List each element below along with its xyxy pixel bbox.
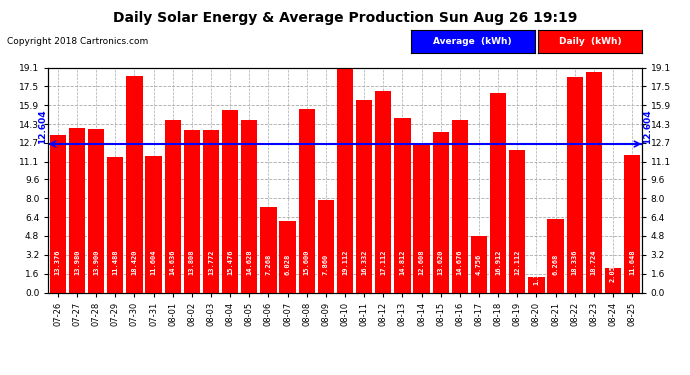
Text: 18.724: 18.724 xyxy=(591,249,597,275)
Text: 15.476: 15.476 xyxy=(227,249,233,275)
Text: 13.808: 13.808 xyxy=(189,249,195,275)
Bar xyxy=(394,118,411,292)
Bar xyxy=(260,207,277,292)
Text: 13.980: 13.980 xyxy=(74,249,80,275)
Text: 16.912: 16.912 xyxy=(495,249,501,275)
Bar xyxy=(69,128,85,292)
Bar xyxy=(317,200,334,292)
Text: 12.608: 12.608 xyxy=(419,249,424,275)
Text: 2.056: 2.056 xyxy=(610,260,616,282)
Bar xyxy=(222,110,238,292)
Text: Daily Solar Energy & Average Production Sun Aug 26 19:19: Daily Solar Energy & Average Production … xyxy=(112,11,578,25)
Bar xyxy=(624,155,640,292)
Bar xyxy=(184,130,200,292)
Text: 13.620: 13.620 xyxy=(437,249,444,275)
Text: 14.636: 14.636 xyxy=(170,249,176,275)
Text: 1.348: 1.348 xyxy=(533,264,540,285)
Bar xyxy=(50,135,66,292)
Text: 14.812: 14.812 xyxy=(400,249,406,275)
Bar xyxy=(413,144,430,292)
Bar xyxy=(509,150,525,292)
Text: 12.604: 12.604 xyxy=(642,110,651,144)
Bar xyxy=(471,237,487,292)
Bar xyxy=(605,268,621,292)
Bar xyxy=(529,277,544,292)
Text: Copyright 2018 Cartronics.com: Copyright 2018 Cartronics.com xyxy=(7,38,148,46)
Text: 14.676: 14.676 xyxy=(457,249,463,275)
Text: 11.648: 11.648 xyxy=(629,249,635,275)
Bar xyxy=(547,219,564,292)
Bar xyxy=(146,156,161,292)
Text: Average  (kWh): Average (kWh) xyxy=(433,37,512,46)
Text: 6.268: 6.268 xyxy=(553,254,559,275)
Bar xyxy=(88,129,104,292)
Bar xyxy=(356,100,373,292)
Text: 11.604: 11.604 xyxy=(150,249,157,275)
Bar xyxy=(279,222,296,292)
Text: 13.900: 13.900 xyxy=(93,249,99,275)
Bar xyxy=(203,130,219,292)
Bar xyxy=(433,132,449,292)
Text: 13.772: 13.772 xyxy=(208,249,214,275)
Text: 4.756: 4.756 xyxy=(476,254,482,275)
Text: 17.112: 17.112 xyxy=(380,249,386,275)
Bar xyxy=(586,72,602,292)
Bar xyxy=(452,120,468,292)
Text: Daily  (kWh): Daily (kWh) xyxy=(559,37,621,46)
Text: 15.600: 15.600 xyxy=(304,249,310,275)
Bar xyxy=(375,91,391,292)
Text: 19.112: 19.112 xyxy=(342,249,348,275)
Text: 6.028: 6.028 xyxy=(284,254,290,275)
Text: 18.420: 18.420 xyxy=(131,249,137,275)
Bar xyxy=(299,109,315,292)
Bar xyxy=(490,93,506,292)
Text: 16.332: 16.332 xyxy=(361,249,367,275)
Text: 12.604: 12.604 xyxy=(39,110,48,144)
Text: 7.268: 7.268 xyxy=(266,254,271,275)
Bar xyxy=(337,68,353,292)
Bar xyxy=(241,120,257,292)
Bar xyxy=(126,75,143,292)
Bar xyxy=(566,76,583,292)
Text: 12.112: 12.112 xyxy=(514,249,520,275)
Text: 18.336: 18.336 xyxy=(572,249,578,275)
Bar xyxy=(165,120,181,292)
Text: 14.628: 14.628 xyxy=(246,249,253,275)
Text: 13.376: 13.376 xyxy=(55,249,61,275)
Text: 11.488: 11.488 xyxy=(112,249,118,275)
Bar xyxy=(107,157,124,292)
Text: 7.860: 7.860 xyxy=(323,254,329,275)
